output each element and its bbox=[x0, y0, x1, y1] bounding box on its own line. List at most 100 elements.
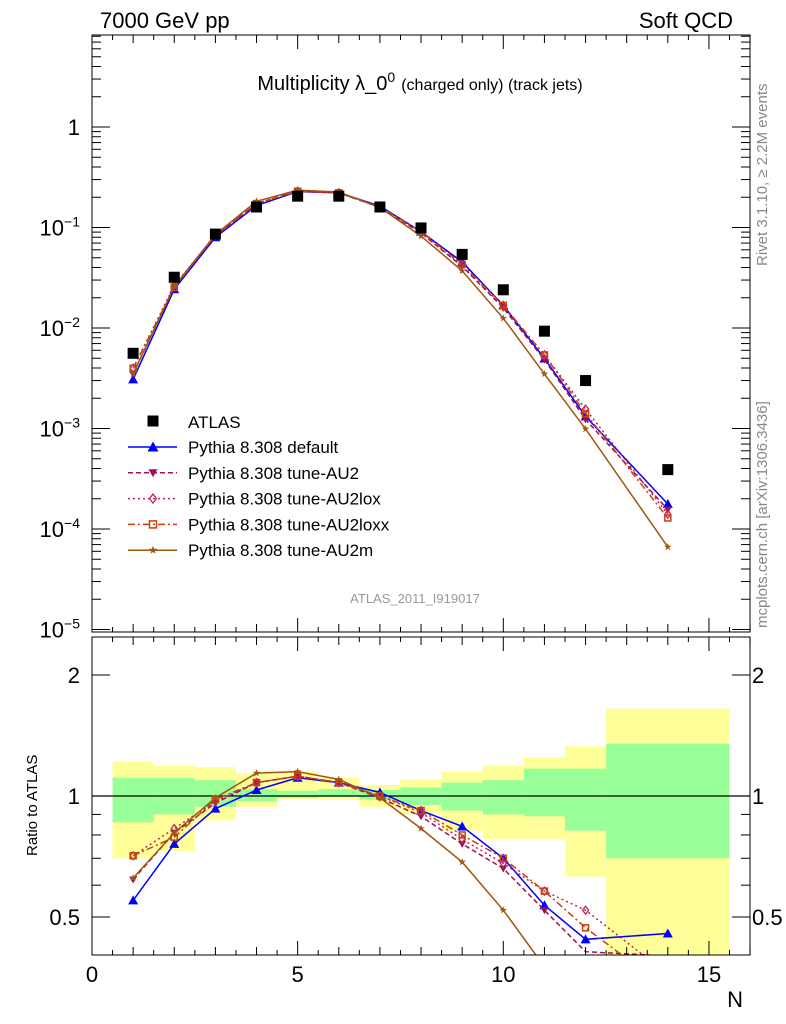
ratio-tick-label-right: 1 bbox=[752, 784, 764, 809]
stat-uncertainty-band-bin bbox=[318, 789, 360, 797]
legend-label-atlas: ATLAS bbox=[188, 413, 241, 432]
y-tick-label: 10−2 bbox=[40, 314, 81, 341]
ratio-point-tune-au2m bbox=[129, 874, 137, 882]
rivet-label: Rivet 3.1.10, ≥ 2.2M events bbox=[754, 84, 771, 267]
y-tick-exp: −5 bbox=[64, 616, 80, 632]
ratio-point-tune-au2m bbox=[211, 793, 220, 801]
top-point-tune-au2m bbox=[581, 424, 590, 433]
y-tick-base: 10 bbox=[40, 517, 64, 542]
top-point-tune-au2lox bbox=[499, 301, 508, 312]
top-point-tune-au2m bbox=[293, 186, 302, 194]
y-tick-exp: −2 bbox=[64, 314, 80, 330]
ratio-point-default bbox=[128, 895, 139, 905]
top-point-tune-au2lox bbox=[664, 509, 672, 520]
top-point-tune-au2loxx bbox=[499, 301, 508, 310]
legend-marker-tune-au2m bbox=[148, 545, 158, 554]
legend-marker-default bbox=[147, 441, 159, 452]
legend-marker-tune-au2lox bbox=[148, 493, 158, 505]
y-tick-exp: −4 bbox=[64, 515, 80, 531]
stat-uncertainty-band-bin bbox=[482, 780, 524, 815]
legend-label-tune-au2loxx: Pythia 8.308 tune-AU2loxx bbox=[188, 515, 390, 534]
ratio-point-tune-au2loxx bbox=[458, 831, 466, 839]
y-tick-exp: −3 bbox=[64, 415, 80, 431]
ratio-point-tune-au2 bbox=[499, 865, 508, 873]
ratio-ylabel: Ratio to ATLAS bbox=[24, 755, 41, 856]
mcplots-label: mcplots.cern.ch [arXiv:1306.3436] bbox=[754, 401, 771, 628]
ratio-point-tune-au2lox bbox=[334, 777, 343, 788]
y-tick-label: 10−4 bbox=[40, 515, 81, 542]
legend-marker-tune-au2 bbox=[148, 469, 158, 478]
legend-label-tune-au2: Pythia 8.308 tune-AU2 bbox=[188, 464, 359, 483]
ratio-tick-label-right: 2 bbox=[752, 663, 764, 688]
y-tick-label: 10−1 bbox=[40, 214, 81, 241]
top-point-tune-au2m bbox=[458, 266, 466, 275]
x-tick-label: 15 bbox=[697, 962, 721, 987]
ratio-tick-label: 0.5 bbox=[49, 905, 80, 930]
title-small: (charged only) (track jets) bbox=[401, 77, 582, 94]
x-tick-label: 10 bbox=[491, 962, 515, 987]
ratio-point-tune-au2m bbox=[458, 858, 466, 866]
y-tick-base: 10 bbox=[40, 316, 64, 341]
data-point-atlas bbox=[497, 284, 509, 296]
x-axis-label: N bbox=[727, 987, 743, 1012]
ratio-point-tune-au2lox bbox=[581, 905, 590, 916]
stat-uncertainty-band-bin bbox=[277, 790, 319, 798]
header-left: 7000 GeV pp bbox=[100, 8, 230, 33]
data-point-atlas bbox=[456, 248, 468, 260]
top-point-tune-au2m bbox=[252, 197, 261, 205]
stat-uncertainty-band-bin bbox=[606, 743, 730, 859]
data-point-atlas bbox=[662, 464, 674, 476]
stat-uncertainty-band-bin bbox=[564, 768, 607, 831]
ratio-point-tune-au2lox bbox=[293, 771, 302, 782]
legend-label-tune-au2m: Pythia 8.308 tune-AU2m bbox=[188, 541, 373, 560]
ratio-point-tune-au2loxx bbox=[129, 852, 137, 860]
ratio-point-tune-au2loxx bbox=[499, 854, 508, 863]
data-point-atlas bbox=[127, 347, 139, 359]
data-point-atlas bbox=[415, 222, 427, 234]
y-tick-label: 1 bbox=[68, 115, 80, 140]
data-point-atlas bbox=[209, 228, 221, 240]
ratio-point-tune-au2loxx bbox=[417, 806, 425, 815]
top-point-tune-au2m bbox=[499, 314, 508, 322]
ratio-point-tune-au2loxx bbox=[252, 778, 261, 787]
data-point-atlas bbox=[580, 375, 592, 387]
ratio-point-tune-au2lox bbox=[376, 790, 384, 802]
legend-marker-tune-au2loxx bbox=[148, 520, 158, 529]
ratio-point-default bbox=[210, 803, 221, 813]
y-tick-base: 10 bbox=[40, 618, 64, 643]
y-tick-base: 10 bbox=[40, 216, 64, 241]
top-point-tune-au2m bbox=[417, 232, 425, 240]
ratio-tick-label: 2 bbox=[68, 663, 80, 688]
legend-marker-atlas bbox=[147, 415, 159, 427]
ratio-point-tune-au2 bbox=[540, 907, 549, 915]
top-point-tune-au2m bbox=[170, 282, 179, 290]
title-main: Multiplicity λ_0 bbox=[257, 73, 387, 95]
legend-label-default: Pythia 8.308 default bbox=[188, 438, 339, 457]
top-point-tune-au2loxx bbox=[581, 409, 590, 418]
x-tick-label: 0 bbox=[86, 962, 98, 987]
ratio-point-tune-au2m bbox=[252, 769, 261, 777]
chart-title: Multiplicity λ_00 (charged only) (track j… bbox=[257, 69, 582, 95]
ratio-point-tune-au2loxx bbox=[581, 924, 590, 932]
ratio-point-default bbox=[662, 928, 673, 938]
top-point-tune-au2m bbox=[129, 369, 137, 378]
stat-uncertainty-band-bin bbox=[112, 777, 154, 823]
top-point-default bbox=[662, 498, 673, 508]
legend-label-tune-au2lox: Pythia 8.308 tune-AU2lox bbox=[188, 490, 381, 509]
y-tick-exp: −1 bbox=[64, 214, 80, 230]
top-point-tune-au2m bbox=[664, 542, 672, 551]
header-right: Soft QCD bbox=[639, 8, 733, 33]
y-tick-base: 10 bbox=[40, 417, 64, 442]
ratio-point-default bbox=[580, 934, 591, 944]
title-sup: 0 bbox=[387, 69, 395, 85]
stat-uncertainty-band-bin bbox=[235, 789, 278, 802]
top-point-tune-au2loxx bbox=[664, 514, 672, 522]
ratio-point-default bbox=[169, 838, 180, 848]
y-tick-label: 10−5 bbox=[40, 616, 81, 643]
y-tick-label: 10−3 bbox=[40, 415, 81, 442]
top-point-default bbox=[128, 374, 139, 384]
ratio-tick-label: 1 bbox=[68, 784, 80, 809]
ratio-point-tune-au2m bbox=[499, 906, 508, 914]
data-point-atlas bbox=[374, 201, 386, 213]
